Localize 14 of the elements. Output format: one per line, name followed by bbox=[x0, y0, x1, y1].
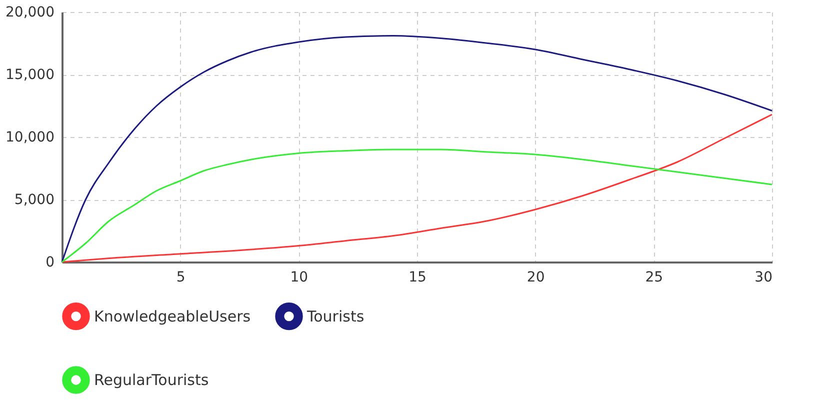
legend-label: Tourists bbox=[306, 307, 364, 326]
y-tick-label: 20,000 bbox=[6, 4, 54, 20]
y-tick-label: 15,000 bbox=[6, 67, 54, 83]
legend-label: RegularTourists bbox=[94, 371, 209, 389]
x-tick-label: 5 bbox=[176, 270, 186, 286]
y-tick-label: 10,000 bbox=[6, 130, 54, 146]
x-tick-label: 30 bbox=[754, 270, 772, 286]
x-tick-label: 20 bbox=[526, 270, 545, 286]
y-tick-label: 5,000 bbox=[14, 192, 54, 208]
x-tick-label: 25 bbox=[645, 270, 664, 286]
x-tick-label: 10 bbox=[290, 270, 308, 286]
legend-label: KnowledgeableUsers bbox=[94, 307, 251, 326]
x-tick-label: 15 bbox=[408, 270, 426, 286]
y-tick-label: 0 bbox=[46, 254, 54, 270]
